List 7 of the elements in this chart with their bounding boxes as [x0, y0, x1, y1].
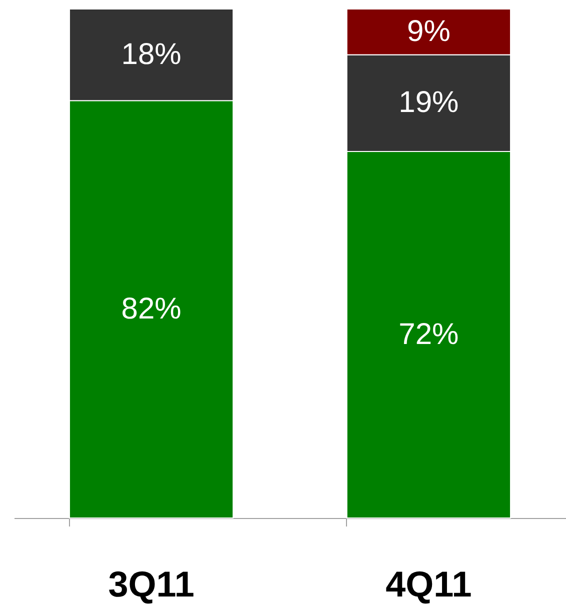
data-label: 72% [398, 318, 459, 351]
data-label: 19% [398, 86, 459, 120]
x-tick-label: 4Q11 [386, 564, 472, 604]
data-label: 9% [407, 14, 450, 48]
data-label: 82% [121, 292, 182, 326]
data-label: 18% [121, 38, 182, 71]
x-tick-label: 3Q11 [108, 564, 194, 604]
